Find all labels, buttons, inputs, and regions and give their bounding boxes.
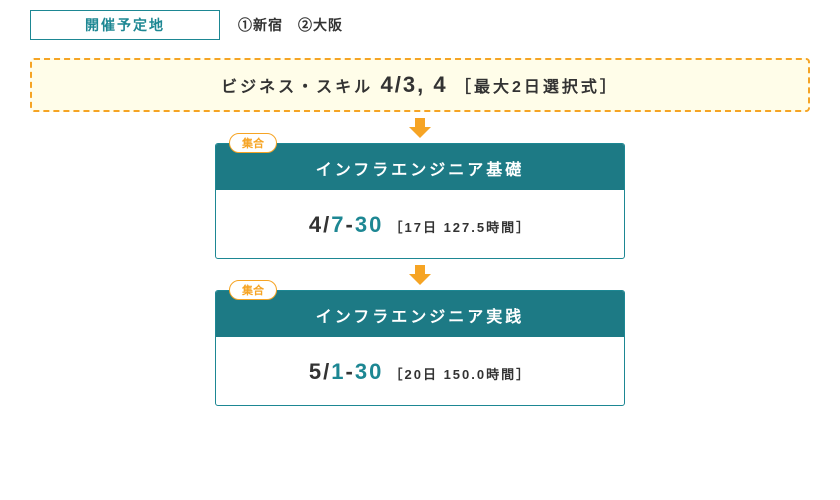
card-1-day-start: 7 [331,212,345,237]
card-2-day-start: 1 [331,359,345,384]
card-2-schedule: 5/1-30 ［20日 150.0時間］ [216,337,624,405]
location-text: ①新宿 ②大阪 [238,15,343,35]
card-1-title: インフラエンジニア基礎 [216,144,624,190]
card-2-title: インフラエンジニア実践 [216,291,624,337]
arrow-down-2 [30,265,810,288]
card-1: 集合 インフラエンジニア基礎 4/7-30 ［17日 127.5時間］ [215,143,625,259]
card-2-meta: ［20日 150.0時間］ [390,367,532,382]
card-2: 集合 インフラエンジニア実践 5/1-30 ［20日 150.0時間］ [215,290,625,406]
location-label: 開催予定地 [30,10,220,40]
card-1-schedule: 4/7-30 ［17日 127.5時間］ [216,190,624,258]
card-1-body-wrap: インフラエンジニア基礎 4/7-30 ［17日 127.5時間］ [215,143,625,259]
card-1-month: 4 [309,212,323,237]
business-skill-dates: 4/3, 4 [381,72,448,97]
card-2-dash: - [346,359,355,384]
location-row: 開催予定地 ①新宿 ②大阪 [30,10,810,40]
card-1-meta: ［17日 127.5時間］ [390,220,532,235]
arrow-down-icon [409,265,431,283]
arrow-down-1 [30,118,810,141]
card-1-dash: - [346,212,355,237]
arrow-down-icon [409,118,431,136]
business-skill-suffix: ［最大2日選択式］ [455,79,619,96]
business-skill-prefix: ビジネス・スキル [221,79,373,96]
card-2-month: 5 [309,359,323,384]
card-1-day-end: 30 [355,212,383,237]
card-2-day-end: 30 [355,359,383,384]
card-2-body-wrap: インフラエンジニア実践 5/1-30 ［20日 150.0時間］ [215,290,625,406]
card-1-tag: 集合 [229,133,277,153]
card-2-tag: 集合 [229,280,277,300]
business-skill-box: ビジネス・スキル 4/3, 4 ［最大2日選択式］ [30,58,810,112]
